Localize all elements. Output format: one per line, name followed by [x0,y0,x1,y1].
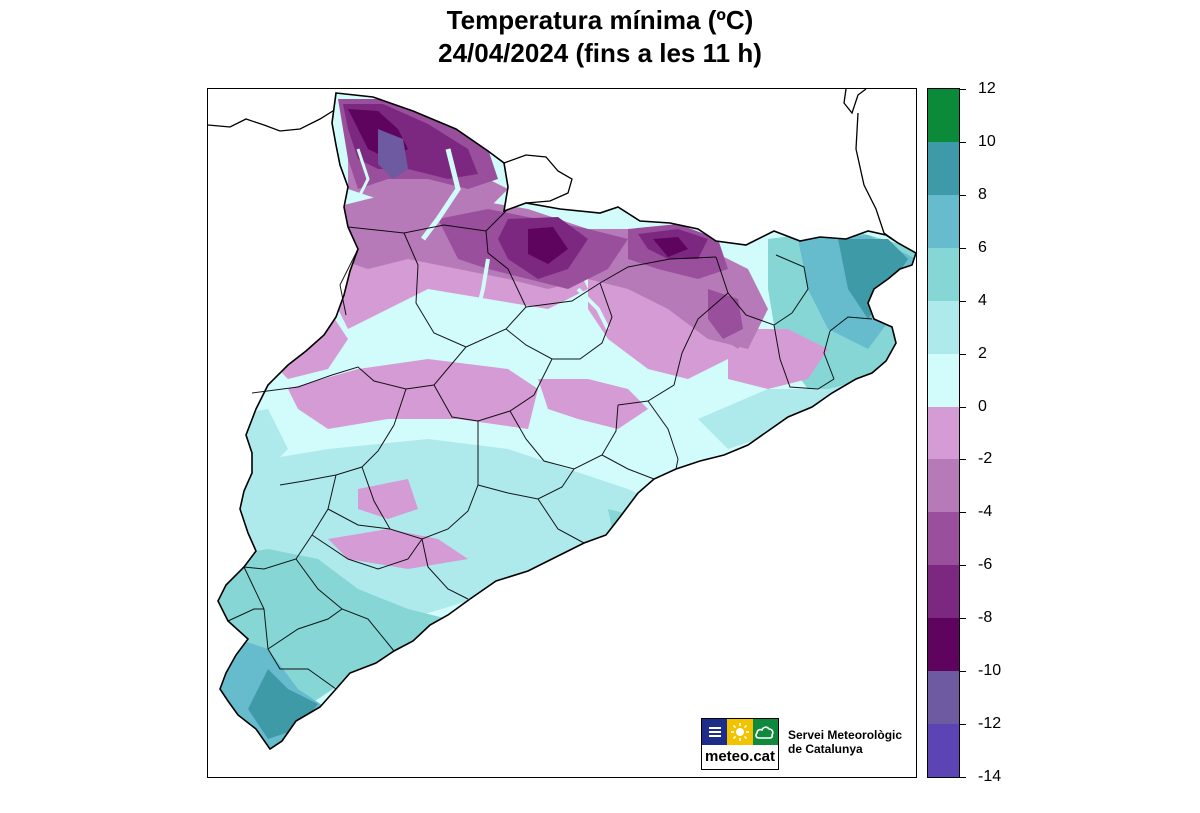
colorbar-segment [928,89,959,143]
colorbar-label: 10 [978,133,996,150]
colorbar-tick [960,618,966,619]
catalonia-map-svg [208,89,916,750]
colorbar-tick [960,248,966,249]
colorbar-tick [960,777,966,778]
colorbar-segment [928,406,959,460]
colorbar-tick [960,512,966,513]
agency-line-1: Servei Meteorològic [788,728,903,742]
agency-line-2: de Catalunya [788,742,863,756]
colorbar-label: -12 [978,715,1002,732]
colorbar-tick [960,724,966,725]
colorbar-segment [928,618,959,672]
colorbar-tick [960,142,966,143]
andorra-border-line [503,154,573,204]
colorbar-segment [928,194,959,249]
temperature-map [207,88,917,778]
colorbar-segment [928,512,959,566]
colorbar-label: -14 [978,768,1002,785]
colorbar-segment [928,300,959,355]
comarca-borders [227,208,873,690]
france-east-border-line [843,89,899,244]
colorbar-tick [960,671,966,672]
colorbar-tick [960,301,966,302]
colorbar-label: 0 [978,398,987,415]
colorbar-label: 6 [978,239,987,256]
colorbar-segment [928,724,959,778]
colorbar-label: -4 [978,503,993,520]
colorbar-label: -2 [978,450,993,467]
colorbar-tick [960,89,966,90]
colorbar-tick [960,565,966,566]
colorbar-tick [960,459,966,460]
colorbar-segment [928,671,959,725]
colorbar-label: -10 [978,662,1002,679]
title-line-1: Temperatura mínima (ºC) [446,5,754,35]
colorbar-label: 8 [978,186,987,203]
colorbar-segment [928,353,959,408]
colorbar [927,88,960,778]
title-line-2: 24/04/2024 (fins a les 11 h) [438,38,762,68]
colorbar-label: 4 [978,292,987,309]
cloud-icon [752,719,778,745]
colorbar-label: -6 [978,556,993,573]
colorbar-segment [928,565,959,619]
colorbar-tick [960,195,966,196]
logo-text: meteo.cat [704,748,776,765]
colorbar-segment [928,247,959,302]
colorbar-label: 12 [978,80,996,97]
meteocat-logo: meteo.cat [701,718,779,770]
map-title: Temperatura mínima (ºC) 24/04/2024 (fins… [0,4,1200,70]
menu-lines-icon [702,719,728,745]
colorbar-label: 2 [978,345,987,362]
colorbar-segment [928,459,959,513]
agency-name: Servei Meteorològic de Catalunya [788,728,902,756]
colorbar-tick [960,407,966,408]
colorbar-segment [928,141,959,196]
france-border-line [208,108,337,132]
sun-icon [727,719,753,745]
colorbar-tick [960,354,966,355]
colorbar-label: -8 [978,609,993,626]
